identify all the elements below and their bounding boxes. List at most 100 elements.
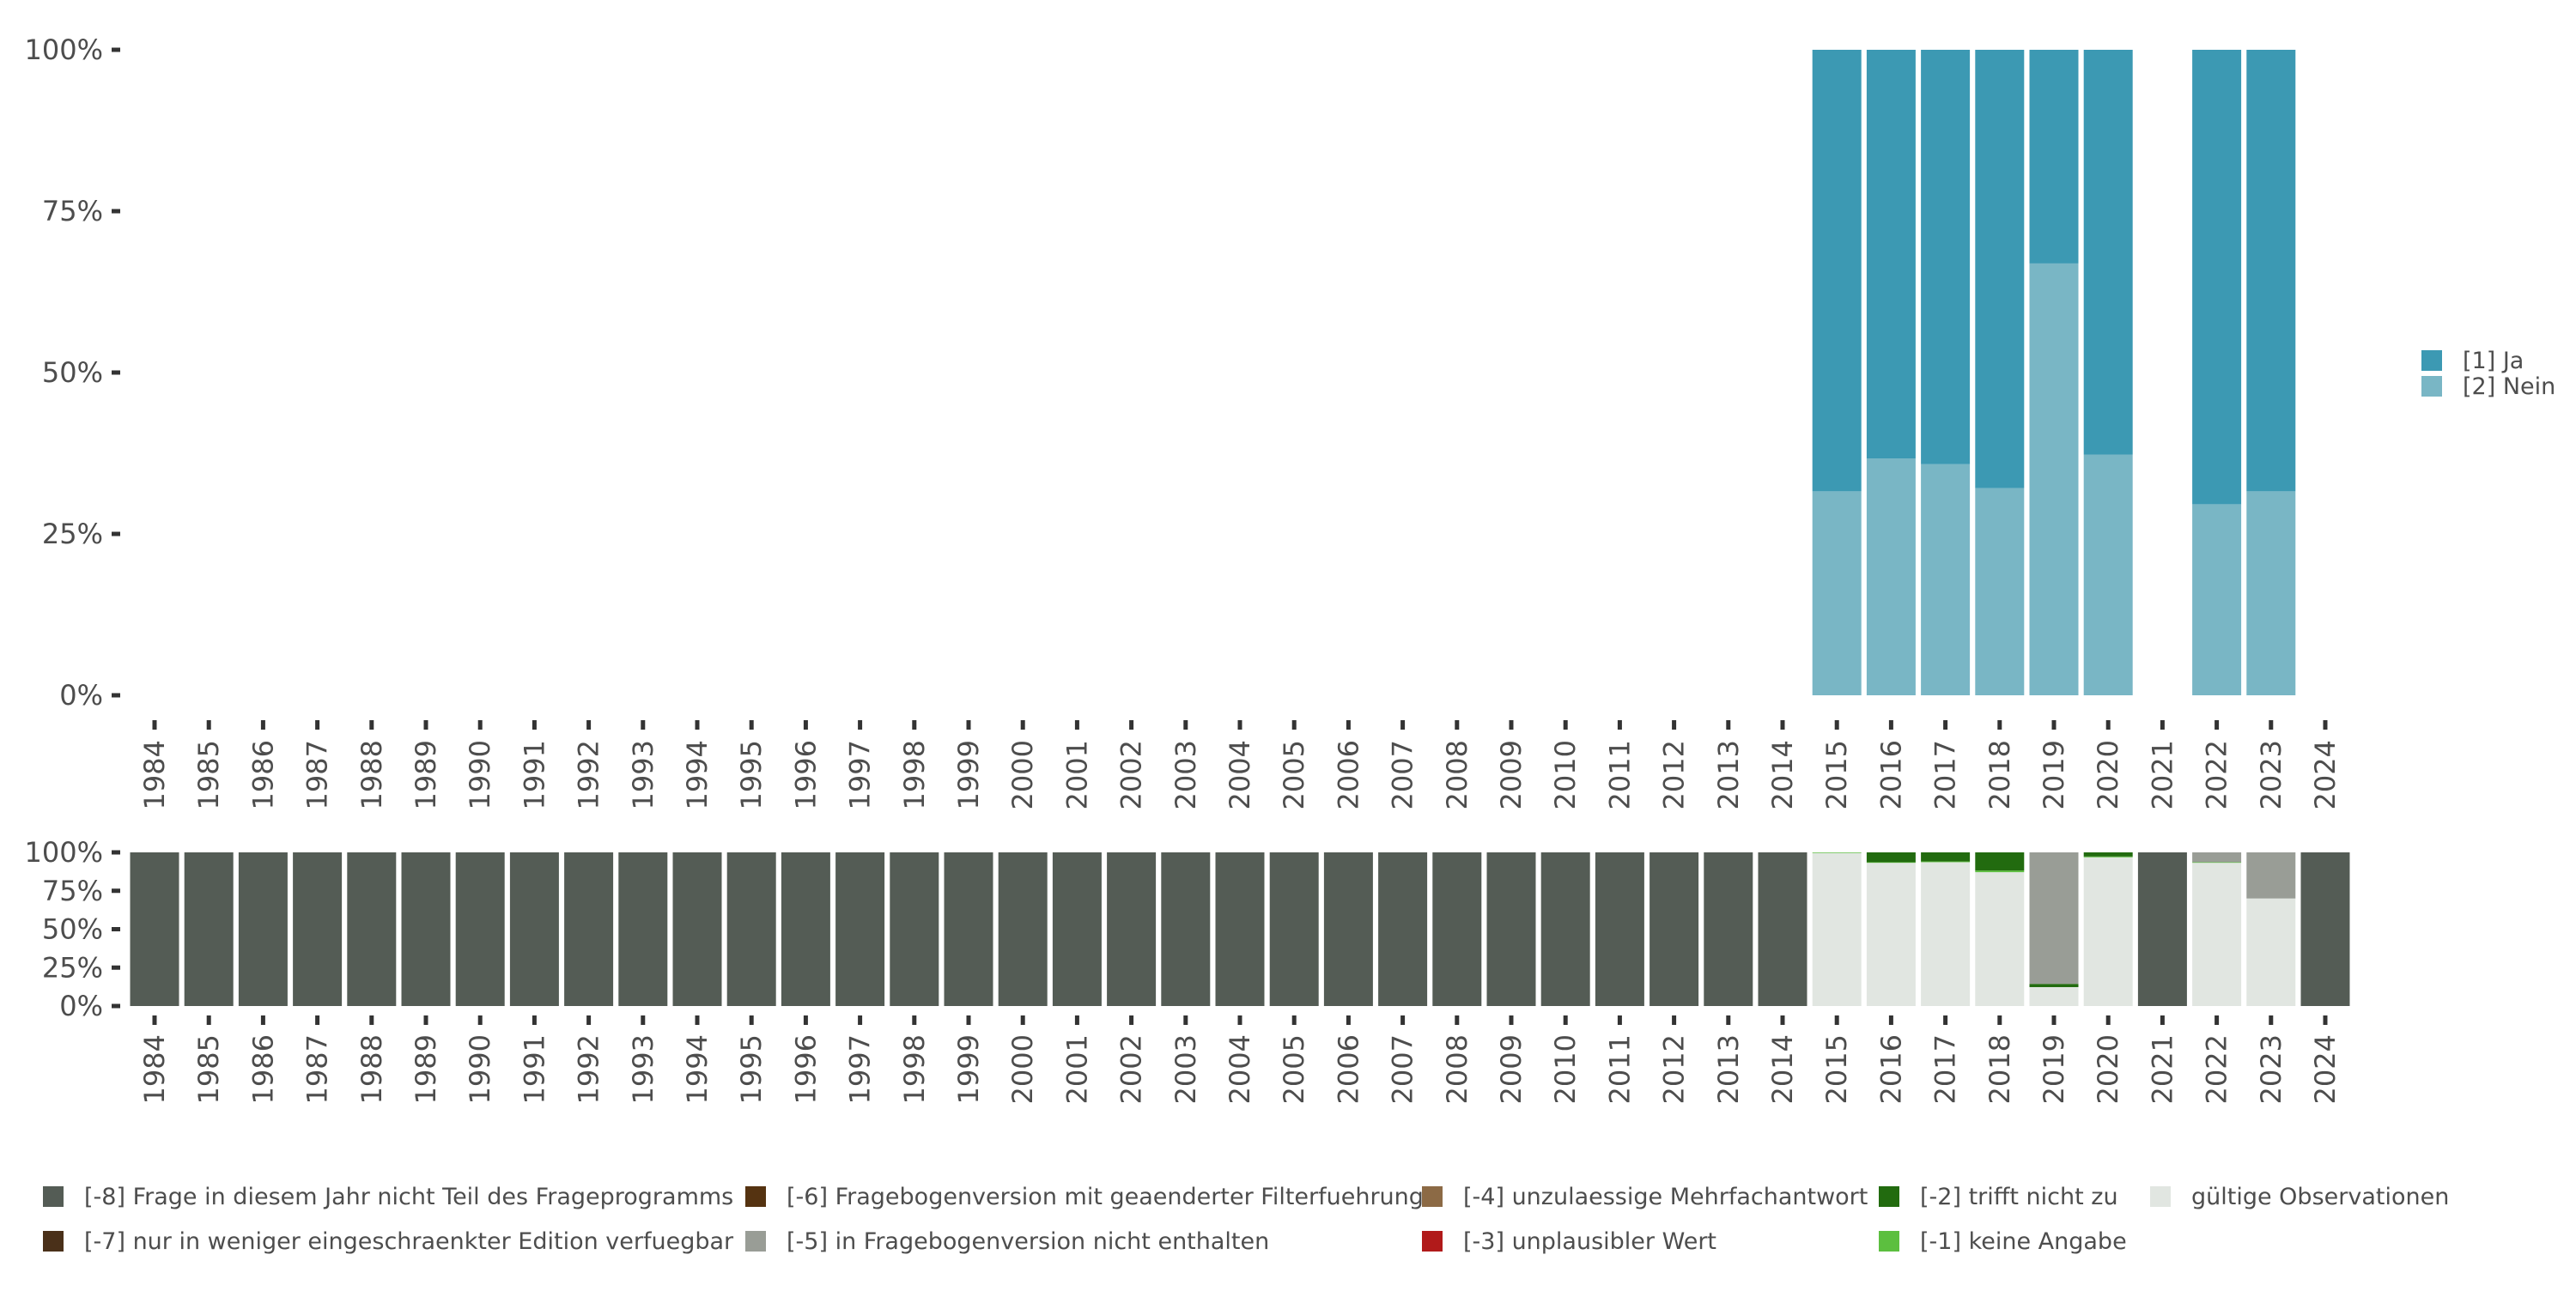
x-tick-label: 2011 xyxy=(1603,1034,1636,1104)
bar-segment xyxy=(890,852,939,1006)
legend-swatch xyxy=(1879,1186,1899,1207)
legend-label: [2] Nein xyxy=(2463,373,2555,400)
bar-segment xyxy=(2192,504,2242,695)
x-tick-label: 1992 xyxy=(573,740,605,809)
bar-segment xyxy=(1921,862,1971,1006)
bar-segment xyxy=(2029,984,2079,987)
bar-segment xyxy=(2246,491,2296,695)
y-tick-label: 0% xyxy=(59,679,103,712)
x-tick-label: 1996 xyxy=(789,740,822,809)
x-tick-label: 2022 xyxy=(2201,1034,2233,1104)
x-tick-label: 1990 xyxy=(464,1034,496,1104)
bar-segment xyxy=(1812,852,1862,853)
legend-swatch xyxy=(2421,376,2442,397)
x-tick-label: 1997 xyxy=(844,740,877,809)
y-tick-label: 50% xyxy=(42,356,103,389)
x-tick-label: 1993 xyxy=(627,740,659,809)
bar-segment xyxy=(2083,856,2133,858)
x-tick-label: 2008 xyxy=(1441,1034,1473,1104)
x-tick-label: 1999 xyxy=(952,740,985,809)
x-tick-label: 1989 xyxy=(410,740,442,809)
x-tick-label: 1998 xyxy=(898,1034,931,1104)
bar-segment xyxy=(130,852,179,1006)
bar-segment xyxy=(2137,852,2187,1006)
x-tick-label: 2001 xyxy=(1060,1034,1093,1104)
bar-segment xyxy=(1378,852,1428,1006)
x-tick-label: 2010 xyxy=(1549,740,1582,809)
legend-swatch xyxy=(1422,1231,1443,1252)
x-tick-label: 1987 xyxy=(301,740,334,809)
x-tick-label: 2012 xyxy=(1658,740,1691,809)
x-tick-label: 2021 xyxy=(2146,1034,2178,1104)
x-tick-label: 1998 xyxy=(898,740,931,809)
bar-segment xyxy=(2192,50,2242,505)
bar-segment xyxy=(1866,852,1916,863)
x-tick-label: 1988 xyxy=(355,740,388,809)
x-tick-label: 1995 xyxy=(735,1034,768,1104)
bar-segment xyxy=(2083,454,2133,695)
x-tick-label: 2007 xyxy=(1387,740,1419,809)
legend-label: [-4] unzulaessige Mehrfachantwort xyxy=(1463,1184,1868,1210)
x-tick-label: 2015 xyxy=(1820,1034,1853,1104)
legend-swatch xyxy=(43,1231,64,1252)
x-tick-label: 2011 xyxy=(1603,740,1636,809)
panel-1: 0% 25% 50% 75% 100% 1984 1985 1986 1987 1988 1989 1… xyxy=(25,33,2342,809)
x-tick-label: 2007 xyxy=(1387,1034,1419,1104)
x-tick-label: 1984 xyxy=(138,740,171,809)
x-tick-label: 2008 xyxy=(1441,740,1473,809)
x-tick-label: 2023 xyxy=(2255,1034,2287,1104)
x-tick-label: 1992 xyxy=(573,1034,605,1104)
x-tick-label: 2019 xyxy=(2038,1034,2070,1104)
bar-segment xyxy=(1975,870,2025,873)
bar-segment xyxy=(1161,852,1211,1006)
bar-segment xyxy=(2192,863,2242,1006)
bar-segment xyxy=(2246,852,2296,899)
bar-segment xyxy=(618,852,668,1006)
bar-segment xyxy=(1975,852,2025,871)
x-tick-label: 1991 xyxy=(518,740,550,809)
bar-segment xyxy=(1866,50,1916,459)
x-tick-label: 1995 xyxy=(735,740,768,809)
legend-swatch xyxy=(2421,350,2442,371)
bar-segment xyxy=(1921,861,1971,863)
bar-segment xyxy=(1975,488,2025,695)
legend-label: [-1] keine Angabe xyxy=(1920,1228,2127,1255)
y-tick-label: 25% xyxy=(42,951,103,984)
x-tick-label: 2020 xyxy=(2092,740,2124,809)
bar-segment xyxy=(1052,852,1102,1006)
x-tick-label: 2009 xyxy=(1495,740,1528,809)
bar-segment xyxy=(1975,50,2025,488)
bar-segment xyxy=(1540,852,1590,1006)
x-tick-label: 1993 xyxy=(627,1034,659,1104)
x-tick-label: 2002 xyxy=(1115,740,1148,809)
x-tick-label: 2005 xyxy=(1278,1034,1310,1104)
bar-segment xyxy=(835,852,885,1006)
x-tick-label: 1986 xyxy=(246,1034,279,1104)
bar-segment xyxy=(1323,852,1373,1006)
x-tick-label: 2018 xyxy=(1984,740,2016,809)
panel-2: 0% 25% 50% 75% 100% 1984 1985 1986 1987 1988 1989 1… xyxy=(25,836,2350,1104)
bar-segment xyxy=(2083,50,2133,455)
x-tick-label: 2001 xyxy=(1060,740,1093,809)
x-tick-label: 2017 xyxy=(1929,1034,1962,1104)
y-tick-label: 25% xyxy=(42,518,103,550)
y-tick-label: 75% xyxy=(42,195,103,227)
bar-segment xyxy=(1921,464,1971,695)
x-tick-label: 2022 xyxy=(2201,740,2233,809)
y-tick-label: 0% xyxy=(59,990,103,1022)
legend-label: [-3] unplausibler Wert xyxy=(1463,1228,1716,1255)
x-tick-label: 2012 xyxy=(1658,1034,1691,1104)
bar-segment xyxy=(509,852,559,1006)
bar-segment xyxy=(1975,872,2025,1006)
bar-segment xyxy=(2083,857,2133,1006)
x-tick-label: 1991 xyxy=(518,1034,550,1104)
x-tick-label: 2013 xyxy=(1712,1034,1745,1104)
y-tick-label: 75% xyxy=(42,875,103,907)
legend-label: gültige Observationen xyxy=(2191,1184,2449,1210)
legend-swatch xyxy=(43,1186,64,1207)
x-tick-label: 2004 xyxy=(1224,740,1256,809)
legend-swatch xyxy=(1879,1231,1899,1252)
bar-segment xyxy=(1812,491,1862,695)
legend-label: [-5] in Fragebogenversion nicht enthalte… xyxy=(787,1228,1269,1255)
